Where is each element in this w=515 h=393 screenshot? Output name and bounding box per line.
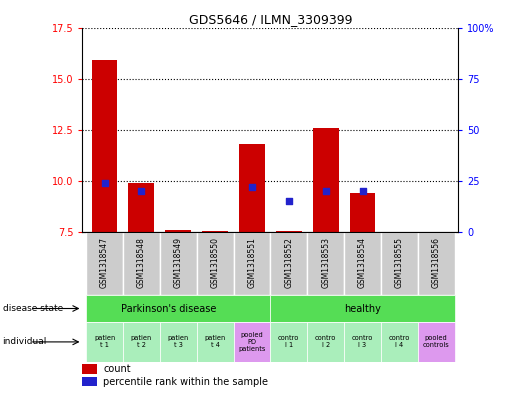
Text: GSM1318551: GSM1318551 <box>247 237 256 288</box>
Bar <box>344 322 381 362</box>
Bar <box>82 376 97 386</box>
Bar <box>270 232 307 295</box>
Bar <box>418 232 455 295</box>
Text: individual: individual <box>3 338 47 346</box>
Title: GDS5646 / ILMN_3309399: GDS5646 / ILMN_3309399 <box>188 13 352 26</box>
Bar <box>418 322 455 362</box>
Bar <box>86 322 123 362</box>
Point <box>138 188 146 194</box>
Bar <box>233 322 270 362</box>
Text: count: count <box>103 364 131 374</box>
Bar <box>197 232 233 295</box>
Point <box>100 180 109 186</box>
Bar <box>82 364 97 374</box>
Text: healthy: healthy <box>344 303 381 314</box>
Text: GSM1318549: GSM1318549 <box>174 237 183 288</box>
Bar <box>350 193 375 232</box>
Bar <box>233 232 270 295</box>
Bar <box>160 322 197 362</box>
Bar <box>307 232 344 295</box>
Bar <box>276 231 302 232</box>
Bar <box>270 322 307 362</box>
Bar <box>123 322 160 362</box>
Bar <box>381 322 418 362</box>
Bar <box>128 183 154 232</box>
Text: GSM1318548: GSM1318548 <box>137 237 146 288</box>
Text: contro
l 3: contro l 3 <box>352 335 373 349</box>
Bar <box>92 60 117 232</box>
Text: Parkinson's disease: Parkinson's disease <box>122 303 217 314</box>
Text: pooled
PD
patients: pooled PD patients <box>238 332 266 352</box>
Text: patien
t 2: patien t 2 <box>131 335 152 349</box>
Bar <box>123 232 160 295</box>
Text: patien
t 1: patien t 1 <box>94 335 115 349</box>
Bar <box>165 230 191 232</box>
Text: contro
l 2: contro l 2 <box>315 335 336 349</box>
Bar <box>86 295 270 322</box>
Text: contro
l 1: contro l 1 <box>278 335 300 349</box>
Text: contro
l 4: contro l 4 <box>389 335 410 349</box>
Bar <box>202 231 228 232</box>
Bar <box>313 128 338 232</box>
Text: disease state: disease state <box>3 304 63 313</box>
Text: patien
t 3: patien t 3 <box>167 335 189 349</box>
Text: patien
t 4: patien t 4 <box>204 335 226 349</box>
Text: percentile rank within the sample: percentile rank within the sample <box>103 376 268 387</box>
Bar <box>381 232 418 295</box>
Text: GSM1318554: GSM1318554 <box>358 237 367 288</box>
Bar <box>307 322 344 362</box>
Bar <box>270 295 455 322</box>
Bar <box>239 144 265 232</box>
Text: GSM1318556: GSM1318556 <box>432 237 441 288</box>
Point <box>285 198 293 204</box>
Point <box>321 188 330 194</box>
Text: pooled
controls: pooled controls <box>423 335 450 349</box>
Point <box>248 184 256 190</box>
Text: GSM1318547: GSM1318547 <box>100 237 109 288</box>
Point <box>358 188 367 194</box>
Bar <box>197 322 233 362</box>
Text: GSM1318552: GSM1318552 <box>284 237 294 288</box>
Bar <box>344 232 381 295</box>
Bar <box>86 232 123 295</box>
Bar <box>160 232 197 295</box>
Text: GSM1318555: GSM1318555 <box>395 237 404 288</box>
Text: GSM1318553: GSM1318553 <box>321 237 330 288</box>
Text: GSM1318550: GSM1318550 <box>211 237 219 288</box>
